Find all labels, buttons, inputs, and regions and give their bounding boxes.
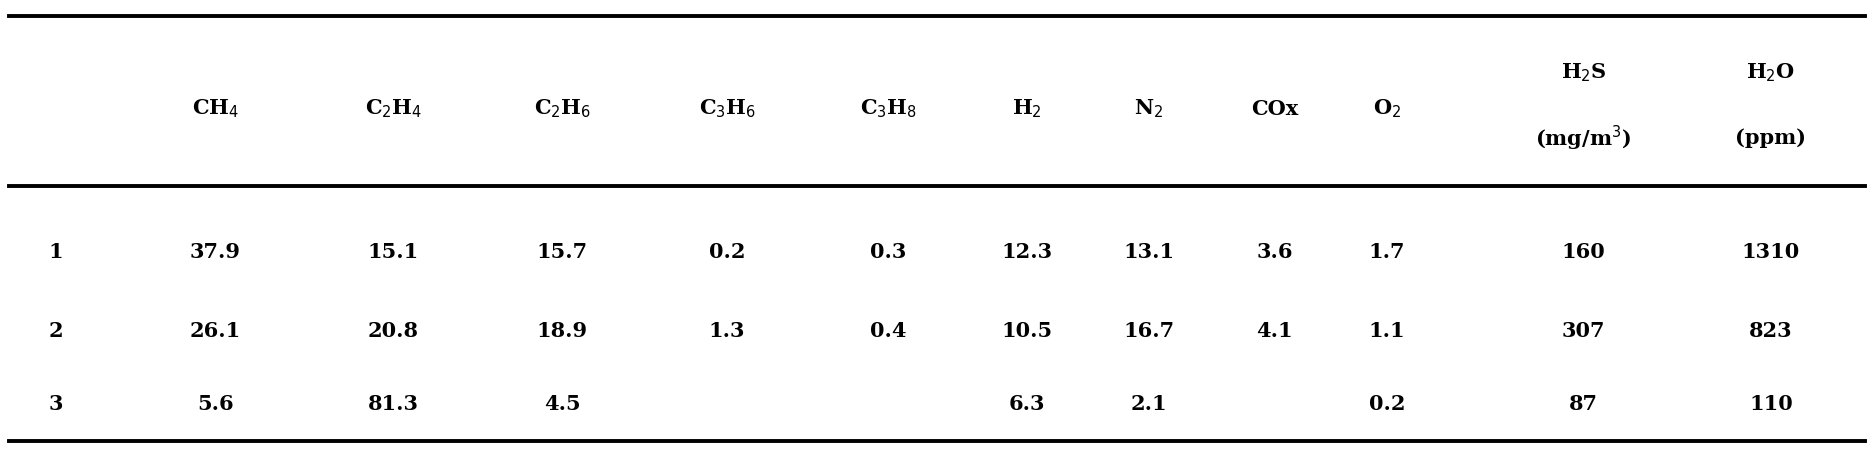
Text: (ppm): (ppm) (1734, 128, 1806, 148)
Text: 1310: 1310 (1740, 242, 1800, 262)
Text: 1.7: 1.7 (1367, 242, 1405, 262)
Text: H$_2$O: H$_2$O (1746, 61, 1794, 84)
Text: (mg/m$^3$): (mg/m$^3$) (1534, 124, 1631, 153)
Text: 20.8: 20.8 (367, 321, 420, 341)
Text: COx: COx (1249, 99, 1298, 119)
Text: 10.5: 10.5 (1000, 321, 1053, 341)
Text: C$_2$H$_6$: C$_2$H$_6$ (534, 98, 590, 120)
Text: 15.1: 15.1 (367, 242, 420, 262)
Text: 4.5: 4.5 (543, 394, 581, 414)
Text: 4.1: 4.1 (1255, 321, 1292, 341)
Text: 0.2: 0.2 (708, 242, 745, 262)
Text: C$_2$H$_4$: C$_2$H$_4$ (365, 98, 421, 120)
Text: O$_2$: O$_2$ (1371, 98, 1401, 120)
Text: 3.6: 3.6 (1255, 242, 1292, 262)
Text: 3: 3 (49, 394, 64, 414)
Text: 2: 2 (49, 321, 64, 341)
Text: 13.1: 13.1 (1122, 242, 1174, 262)
Text: 160: 160 (1560, 242, 1605, 262)
Text: CH$_4$: CH$_4$ (191, 98, 240, 120)
Text: 110: 110 (1748, 394, 1792, 414)
Text: 1.1: 1.1 (1367, 321, 1405, 341)
Text: 2.1: 2.1 (1129, 394, 1167, 414)
Text: 6.3: 6.3 (1008, 394, 1045, 414)
Text: 12.3: 12.3 (1000, 242, 1053, 262)
Text: 16.7: 16.7 (1122, 321, 1174, 341)
Text: 26.1: 26.1 (189, 321, 242, 341)
Text: 307: 307 (1560, 321, 1605, 341)
Text: H$_2$S: H$_2$S (1560, 61, 1605, 84)
Text: H$_2$: H$_2$ (1011, 98, 1041, 120)
Text: 823: 823 (1748, 321, 1792, 341)
Text: 87: 87 (1568, 394, 1598, 414)
Text: C$_3$H$_6$: C$_3$H$_6$ (699, 98, 755, 120)
Text: 5.6: 5.6 (197, 394, 234, 414)
Text: C$_3$H$_8$: C$_3$H$_8$ (860, 98, 916, 120)
Text: 15.7: 15.7 (536, 242, 588, 262)
Text: 0.2: 0.2 (1367, 394, 1405, 414)
Text: 0.4: 0.4 (869, 321, 907, 341)
Text: 1: 1 (49, 242, 64, 262)
Text: 37.9: 37.9 (189, 242, 242, 262)
Text: 1.3: 1.3 (708, 321, 745, 341)
Text: N$_2$: N$_2$ (1133, 98, 1163, 120)
Text: 18.9: 18.9 (536, 321, 588, 341)
Text: 81.3: 81.3 (367, 394, 420, 414)
Text: 0.3: 0.3 (869, 242, 907, 262)
